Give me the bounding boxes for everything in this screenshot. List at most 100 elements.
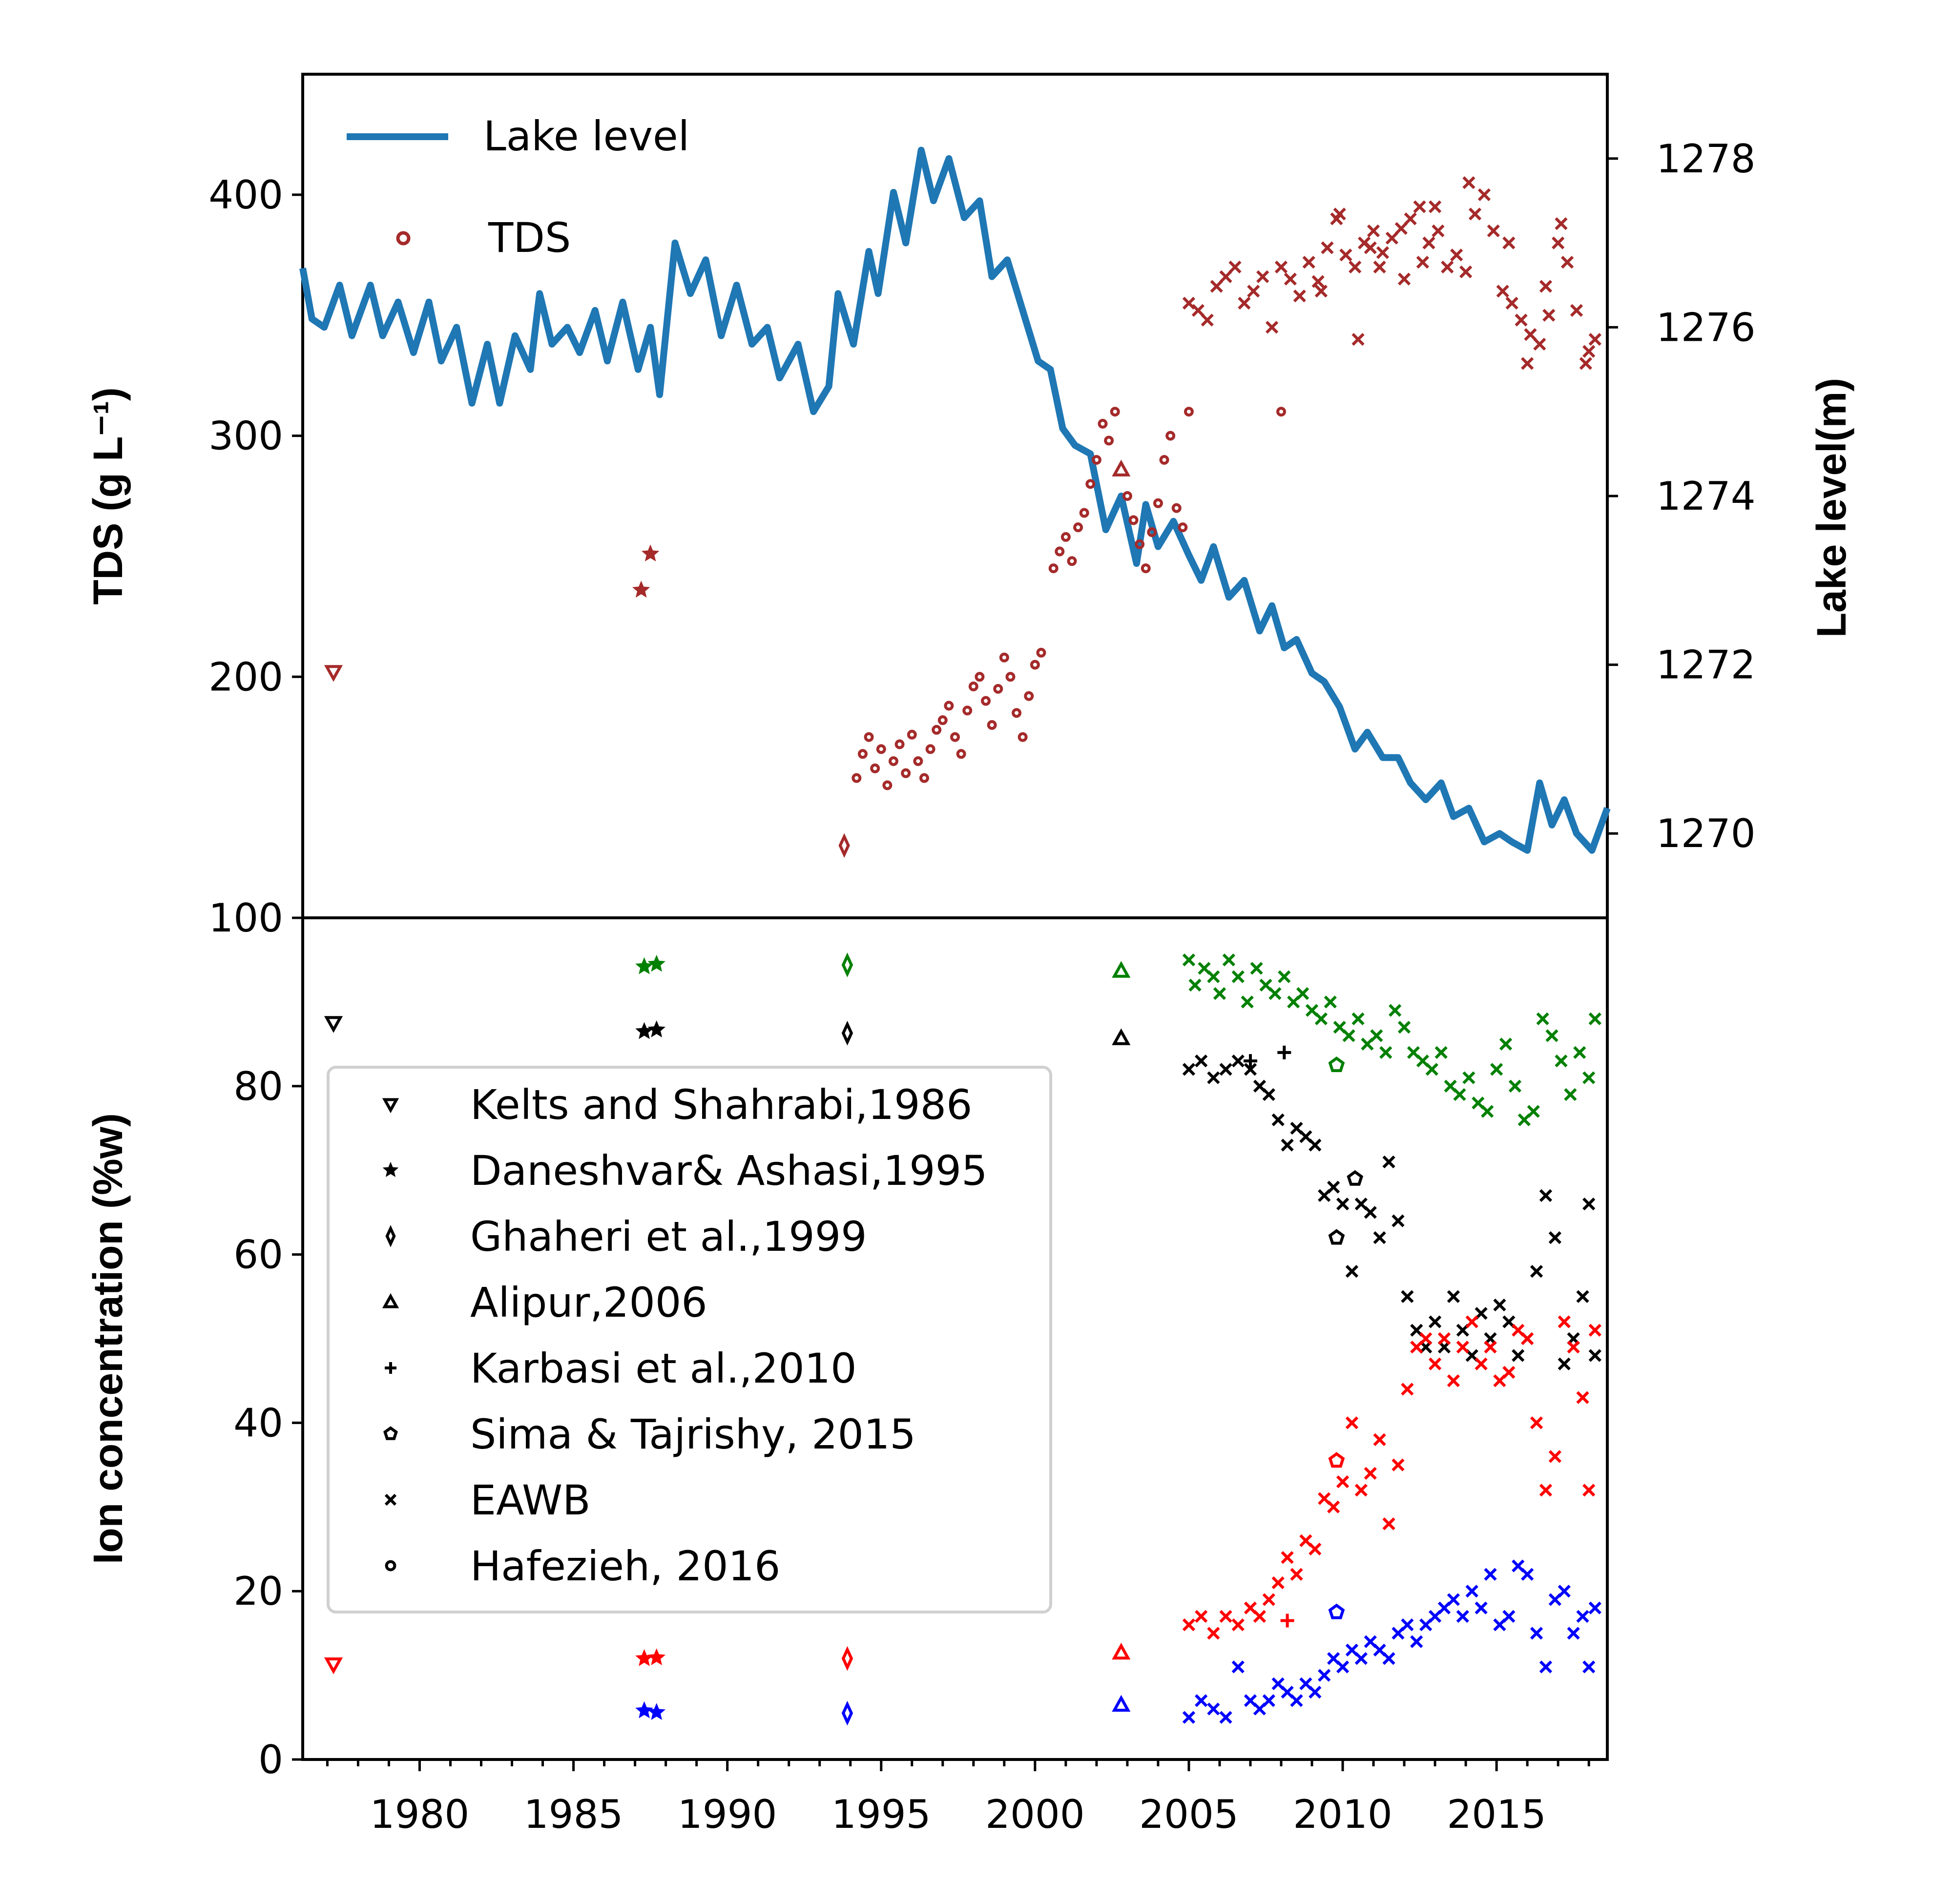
y-tick-label: 400 xyxy=(208,172,283,218)
ion-point xyxy=(1328,1229,1345,1245)
ion-point xyxy=(1309,1542,1322,1556)
x-tick-label: 2005 xyxy=(1139,1792,1239,1837)
tds-point xyxy=(1210,280,1223,293)
y-tick-label: 100 xyxy=(208,895,283,941)
ion-point xyxy=(1379,1046,1392,1059)
ion-point xyxy=(1241,995,1254,1009)
ion-point xyxy=(1253,1610,1267,1623)
tds-point xyxy=(1333,207,1346,221)
legend-label-tds: TDS xyxy=(488,214,571,262)
ion-point xyxy=(1231,1054,1245,1068)
tds-point xyxy=(1385,231,1398,245)
tds-point xyxy=(870,763,880,773)
tds-point xyxy=(1570,304,1583,317)
ion-point xyxy=(1548,1231,1561,1244)
ion-point xyxy=(1290,1568,1303,1581)
ion-point xyxy=(1588,1324,1601,1337)
ion-point xyxy=(1502,1610,1516,1623)
ion-point xyxy=(841,1020,853,1046)
tds-point xyxy=(956,749,966,759)
y-right-tick-label: 1274 xyxy=(1656,474,1756,519)
ion-point xyxy=(1231,970,1245,983)
tds-point xyxy=(1219,270,1232,283)
lake-level-line xyxy=(299,146,1611,854)
ion-point xyxy=(635,957,653,974)
ion-point xyxy=(1558,1315,1571,1328)
tds-point xyxy=(1314,285,1328,298)
ion-point xyxy=(1576,1391,1589,1404)
ion-point xyxy=(1207,1627,1220,1640)
ion-point xyxy=(647,1703,665,1720)
ion-point xyxy=(1195,1610,1208,1623)
tds-point xyxy=(888,756,898,766)
tds-point xyxy=(324,665,343,682)
tds-point xyxy=(950,732,960,742)
ion-point xyxy=(1207,970,1220,983)
ion-point xyxy=(1328,1452,1345,1468)
tds-point xyxy=(1311,275,1325,288)
ion-point xyxy=(1268,987,1282,1000)
ion-point xyxy=(1434,1046,1448,1059)
ion-point xyxy=(841,1700,853,1726)
legend-label: Ghaheri et al.,1999 xyxy=(470,1213,867,1261)
legend-marker-x xyxy=(384,1493,397,1506)
ion-point xyxy=(1419,1332,1433,1345)
tds-point xyxy=(1413,200,1426,213)
ion-point xyxy=(1271,1576,1285,1590)
x-tick-label: 1980 xyxy=(370,1792,470,1837)
tds-point xyxy=(1422,236,1435,249)
legend-marker-circle xyxy=(385,1560,396,1572)
tds-point xyxy=(1284,272,1297,286)
ion-point xyxy=(1428,1315,1442,1328)
ion-point xyxy=(1582,1071,1596,1084)
tds-point xyxy=(1036,647,1046,658)
ion-point xyxy=(1188,978,1202,992)
tds-point xyxy=(1171,503,1182,513)
ion-point xyxy=(1347,1170,1364,1186)
ion-point xyxy=(1112,1695,1131,1712)
legend-label-lake-level: Lake level xyxy=(483,112,689,160)
ion-point xyxy=(1389,1004,1402,1017)
ion-point xyxy=(1382,1652,1395,1665)
top-left-axis-title: TDS (g L⁻¹) xyxy=(85,387,131,605)
ion-point xyxy=(1582,1660,1596,1674)
legend-label: Alipur,2006 xyxy=(470,1279,707,1326)
bottom-legend-entries: Kelts and Shahrabi,1986 Daneshvar& Ashasi… xyxy=(382,1081,988,1590)
top-plot-area xyxy=(299,146,1611,858)
ion-point xyxy=(647,954,665,972)
tds-point xyxy=(838,833,850,858)
ion-point xyxy=(1447,1290,1460,1303)
ion-point xyxy=(1382,1517,1395,1531)
ion-point xyxy=(1545,1029,1558,1042)
tds-point xyxy=(1579,357,1593,370)
tds-point xyxy=(944,701,954,711)
tds-point xyxy=(1184,407,1194,417)
ion-point xyxy=(1336,1475,1350,1489)
ion-point xyxy=(1539,1660,1553,1674)
ion-point xyxy=(1582,1198,1596,1211)
ion-point xyxy=(1521,1332,1534,1345)
ion-point xyxy=(1328,1603,1345,1619)
ion-point xyxy=(1112,1642,1131,1660)
x-tick-label: 2015 xyxy=(1447,1792,1546,1837)
tds-point xyxy=(1321,241,1334,254)
ion-point xyxy=(1182,1711,1196,1724)
tds-point xyxy=(1178,522,1188,533)
x-tick-label: 2000 xyxy=(985,1792,1085,1837)
tds-point xyxy=(1397,272,1411,286)
ion-point xyxy=(1530,1264,1543,1278)
tds-point xyxy=(1159,455,1169,465)
ion-point xyxy=(1213,987,1226,1000)
ion-point xyxy=(1219,1711,1232,1724)
top-panel-frame xyxy=(301,73,1609,919)
x-tick-label: 1995 xyxy=(831,1792,931,1837)
x-tick-label: 1985 xyxy=(524,1792,623,1837)
y-tick-label: 60 xyxy=(233,1232,283,1278)
ion-point xyxy=(1336,1660,1350,1674)
ion-point xyxy=(1465,1585,1478,1598)
y-right-tick-label: 1278 xyxy=(1656,136,1756,182)
ion-point xyxy=(1370,1029,1383,1042)
ion-point xyxy=(1182,953,1196,967)
ion-point xyxy=(1327,1180,1340,1194)
legend-marker-thin-diamond xyxy=(385,1225,396,1247)
